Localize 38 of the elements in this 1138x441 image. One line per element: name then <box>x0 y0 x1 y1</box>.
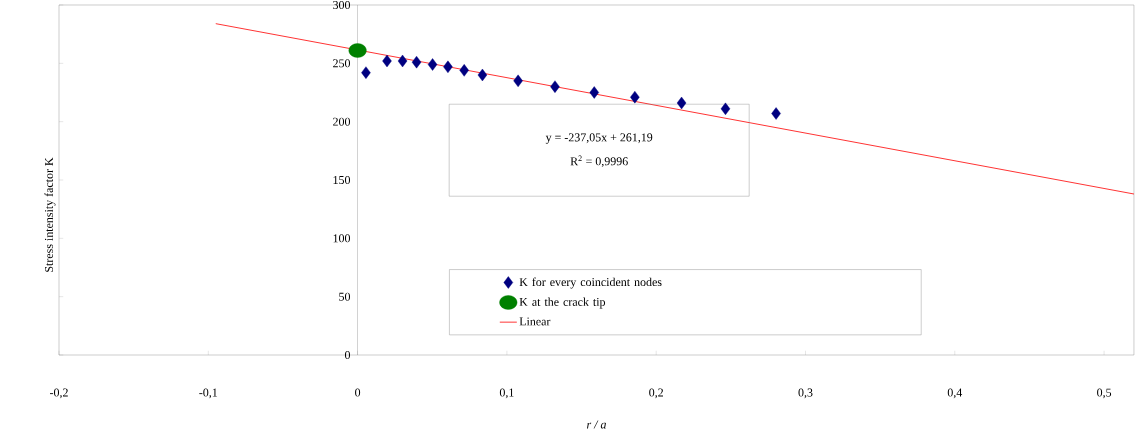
annotation: R$^{2}$ = 0,9996 <box>570 155 628 168</box>
x-tick-label: 0 <box>355 388 361 397</box>
point <box>550 80 560 93</box>
legend-label: K at the crack tip <box>519 297 606 309</box>
x-tick-label: 0,1 <box>499 388 514 399</box>
y-tick-label: 0 <box>344 350 351 360</box>
point <box>589 86 599 99</box>
point <box>382 54 392 68</box>
x-tick-label: 0,5 <box>1097 388 1112 399</box>
y-tick-label: 150 <box>333 175 351 185</box>
point <box>720 102 731 116</box>
point <box>630 90 640 104</box>
x-tick-label: -0,2 <box>49 388 68 399</box>
point <box>361 66 371 79</box>
legend-label: Linear <box>519 317 551 326</box>
point <box>443 60 453 74</box>
annotation: y = -237,05x + 261,19 <box>545 133 653 144</box>
point <box>459 64 469 77</box>
point <box>477 68 488 82</box>
x-tick-label: 0,3 <box>798 388 813 399</box>
x-axis-title: r / a <box>586 420 606 429</box>
point <box>411 55 422 69</box>
point <box>397 54 408 68</box>
point <box>676 96 687 110</box>
x-tick-label: -0,1 <box>199 388 218 399</box>
y-tick-label: 50 <box>339 292 351 301</box>
point <box>513 74 523 88</box>
y-axis-title: Stress intensity factor K <box>44 157 56 272</box>
x-tick-label: 0,2 <box>649 388 663 399</box>
y-tick-label: 250 <box>333 59 351 68</box>
point <box>348 43 367 58</box>
legend-label: K for every coincident nodes <box>519 277 662 289</box>
x-tick-label: 0,4 <box>947 388 963 399</box>
y-tick-label: 200 <box>333 117 351 126</box>
y-tick-label: 100 <box>333 234 351 243</box>
point <box>427 58 438 71</box>
point <box>771 107 781 120</box>
y-tick-label: 300 <box>333 0 351 10</box>
